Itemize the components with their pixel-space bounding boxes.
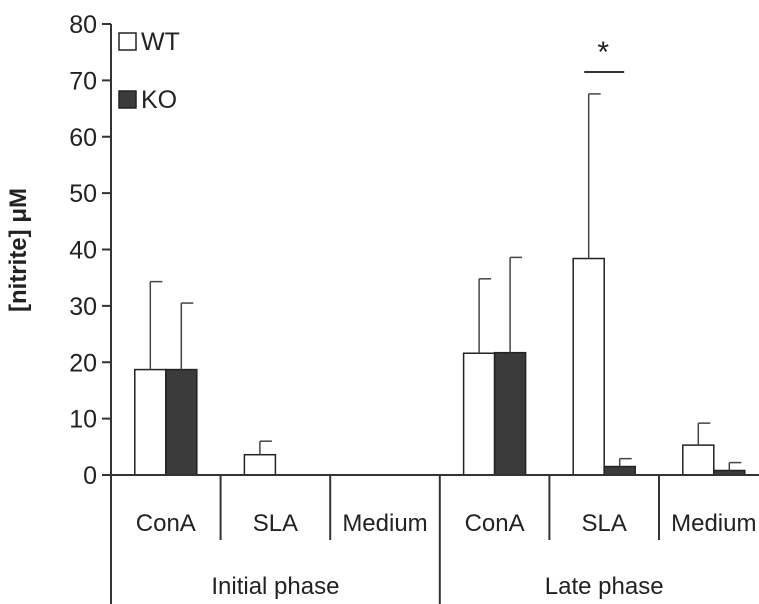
y-axis-title: [nitrite] μM (5, 188, 32, 312)
y-tick-label: 30 (69, 293, 97, 321)
category-label: Medium (342, 510, 427, 537)
bar-wt (462, 352, 496, 476)
y-tick-label: 10 (69, 406, 97, 434)
bar-wt (682, 444, 715, 476)
category-label: SLA (582, 510, 627, 537)
y-tick-label: 20 (69, 349, 97, 377)
y-tick-label: 0 (83, 462, 97, 490)
bar-wt (243, 453, 277, 476)
bar-ko (493, 351, 527, 476)
legend-swatch-ko (118, 90, 137, 109)
legend-label-ko: KO (141, 86, 177, 114)
category-label: SLA (253, 510, 298, 537)
significance-marker: * (597, 36, 609, 69)
legend: WT KO (118, 28, 180, 114)
bars-layer (134, 93, 746, 476)
y-tick-label: 70 (69, 67, 97, 95)
category-label: Medium (671, 510, 756, 537)
legend-swatch-wt (118, 32, 137, 51)
group-label: Late phase (545, 573, 664, 600)
bar-ko (603, 465, 636, 476)
y-tick-label: 50 (69, 180, 97, 208)
y-axis: 0 10 20 30 40 50 60 70 80 (69, 11, 112, 604)
group-label: Initial phase (211, 573, 339, 600)
legend-label-wt: WT (141, 28, 180, 56)
y-tick-label: 60 (69, 124, 97, 152)
bar-wt (572, 257, 605, 476)
category-label: ConA (465, 510, 525, 537)
x-axis: ConA SLA Medium ConA SLA Medium Initial phase L… (111, 474, 759, 604)
y-tick-label: 40 (69, 237, 97, 265)
category-label: ConA (136, 510, 196, 537)
bar-ko (165, 368, 198, 476)
y-tick-label: 80 (69, 11, 97, 39)
annotations-layer: * (584, 36, 625, 73)
bar-wt (134, 368, 167, 476)
